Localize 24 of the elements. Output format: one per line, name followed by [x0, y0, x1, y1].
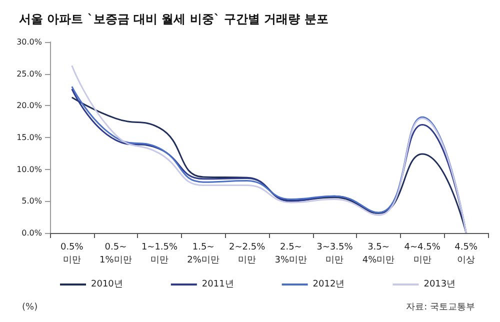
x-tick-label: 1~1.5% 미만	[141, 242, 178, 266]
y-tick-label: 30.0%	[16, 38, 42, 46]
y-tick-label: 0.0%	[22, 228, 42, 238]
x-tick-label: 1.5~ 2%미만	[187, 242, 220, 266]
x-tick-label: 4.5% 이상	[454, 242, 478, 266]
x-tick-label: 2~2.5% 미만	[229, 242, 266, 266]
x-tick-label: 0.5~ 1%미만	[100, 242, 132, 266]
y-tick-label: 20.0%	[16, 101, 42, 110]
y-tick-label: 25.0%	[16, 69, 42, 78]
text: 자료: 국토교통부	[406, 302, 476, 312]
chart-title: 서울 아파트 `보증금 대비 월세 비중` 구간별 거래량 분포	[19, 12, 328, 26]
text: (%)	[22, 302, 38, 312]
legend-label: 2011년	[202, 280, 234, 290]
x-tick-label: 0.5% 미만	[60, 242, 84, 266]
y-tick-label: 10.0%	[16, 164, 42, 174]
y-tick-label: 5.0%	[22, 196, 42, 206]
legend-label: 2010년	[91, 280, 123, 290]
x-tick-label: 2.5~ 3%미만	[274, 242, 308, 266]
legend-label: 2012년	[312, 280, 345, 290]
x-tick-label: 4~4.5% 미만	[404, 242, 441, 266]
legend-label: 2013년	[424, 280, 456, 290]
y-tick-label: 15.0%	[16, 133, 42, 142]
x-tick-label: 3~3.5% 미만	[316, 242, 354, 266]
x-tick-label: 3.5~ 4%미만	[362, 242, 395, 266]
